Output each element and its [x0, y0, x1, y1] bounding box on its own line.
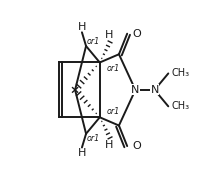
Text: H: H: [105, 140, 114, 150]
Text: or1: or1: [87, 134, 100, 143]
Text: H: H: [105, 30, 114, 40]
Text: H: H: [78, 22, 86, 32]
Text: O: O: [132, 141, 141, 151]
Text: N: N: [131, 85, 140, 95]
Text: or1: or1: [87, 37, 100, 46]
Text: or1: or1: [107, 107, 120, 116]
Text: CH₃: CH₃: [172, 101, 190, 111]
Text: CH₃: CH₃: [172, 69, 190, 78]
Text: H: H: [78, 148, 86, 158]
Text: O: O: [132, 29, 141, 39]
Text: or1: or1: [107, 64, 120, 73]
Text: N: N: [150, 85, 159, 95]
